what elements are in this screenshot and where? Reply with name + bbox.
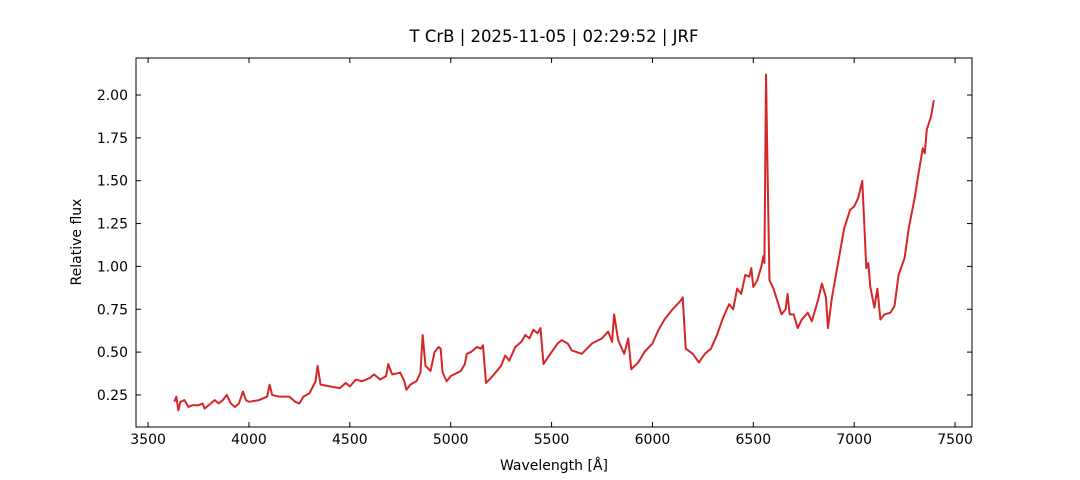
- chart-title: T CrB | 2025-11-05 | 02:29:52 | JRF: [409, 27, 699, 46]
- x-tick-label: 5000: [433, 432, 469, 448]
- y-tick-label: 0.50: [97, 345, 128, 361]
- x-tick-label: 3500: [130, 432, 166, 448]
- y-tick-label: 1.25: [97, 217, 128, 233]
- y-tick-label: 1.00: [97, 259, 128, 275]
- x-tick-label: 5500: [534, 432, 570, 448]
- y-tick-label: 2.00: [97, 88, 128, 104]
- y-tick-label: 1.50: [97, 174, 128, 190]
- x-tick-label: 7500: [937, 432, 973, 448]
- x-tick-label: 7000: [836, 432, 872, 448]
- y-axis-label: Relative flux: [69, 199, 85, 286]
- x-tick-label: 6000: [635, 432, 671, 448]
- x-tick-label: 4000: [231, 432, 267, 448]
- y-tick-label: 0.25: [97, 388, 128, 404]
- x-tick-label: 6500: [735, 432, 771, 448]
- plot-frame: [135, 57, 973, 428]
- spectrum-line: [173, 73, 935, 412]
- x-axis-label: Wavelength [Å]: [500, 457, 608, 474]
- x-tick-label: 4500: [332, 432, 368, 448]
- y-tick-label: 1.75: [97, 131, 128, 147]
- y-tick-label: 0.75: [97, 302, 128, 318]
